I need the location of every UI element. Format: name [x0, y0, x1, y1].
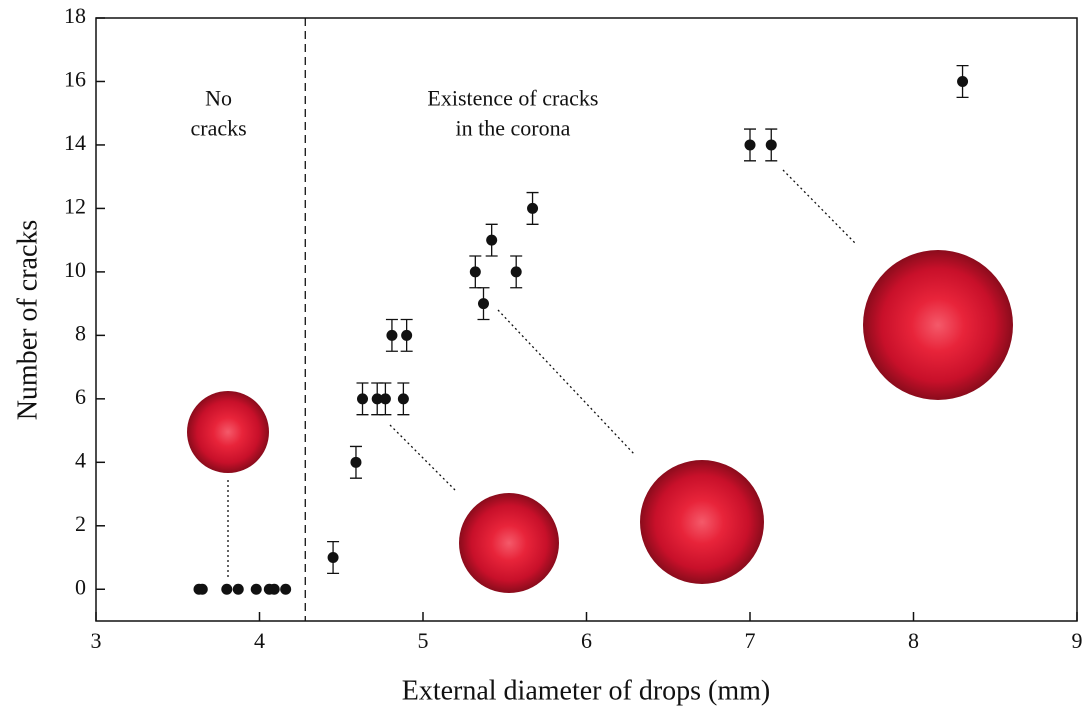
x-tick-label: 5: [418, 628, 429, 653]
x-tick-label: 7: [745, 628, 756, 653]
x-tick-label: 9: [1072, 628, 1083, 653]
x-tick-label: 6: [581, 628, 592, 653]
point: [269, 584, 280, 595]
point: [197, 584, 208, 595]
x-tick-label: 3: [91, 628, 102, 653]
y-tick-label: 12: [64, 193, 86, 218]
y-tick-label: 14: [64, 130, 86, 155]
point: [527, 203, 538, 214]
y-axis-label: Number of cracks: [12, 220, 43, 421]
y-tick-label: 4: [75, 447, 86, 472]
chart: External diameter of drops (mm) Number o…: [0, 0, 1091, 722]
leader-line: [390, 425, 455, 490]
point: [470, 266, 481, 277]
y-tick-label: 0: [75, 574, 86, 599]
leader-line: [783, 170, 855, 243]
point: [511, 266, 522, 277]
y-tick-label: 8: [75, 320, 86, 345]
point: [957, 76, 968, 87]
point: [350, 457, 361, 468]
x-tick-label: 4: [254, 628, 265, 653]
point: [386, 330, 397, 341]
point: [486, 235, 497, 246]
point: [478, 298, 489, 309]
y-tick-label: 2: [75, 511, 86, 536]
point: [357, 393, 368, 404]
annotation: in the corona: [455, 116, 570, 141]
y-tick-label: 10: [64, 257, 86, 282]
drop-image: [459, 493, 559, 593]
point: [745, 139, 756, 150]
y-tick-label: 6: [75, 384, 86, 409]
x-tick-label: 8: [908, 628, 919, 653]
leader-line: [498, 310, 635, 455]
annotation: No: [205, 86, 232, 111]
drop-image: [187, 391, 269, 473]
y-tick-label: 18: [64, 3, 86, 28]
annotation: Existence of cracks: [427, 86, 598, 111]
drop-images: [187, 170, 1013, 593]
point: [398, 393, 409, 404]
y-tick-label: 16: [64, 67, 86, 92]
point: [766, 139, 777, 150]
annotation: cracks: [191, 116, 247, 141]
point: [401, 330, 412, 341]
point: [233, 584, 244, 595]
point: [280, 584, 291, 595]
drop-image: [640, 460, 764, 584]
point: [380, 393, 391, 404]
x-axis-label: External diameter of drops (mm): [402, 675, 771, 706]
drop-image: [863, 250, 1013, 400]
point: [328, 552, 339, 563]
point: [251, 584, 262, 595]
point: [221, 584, 232, 595]
